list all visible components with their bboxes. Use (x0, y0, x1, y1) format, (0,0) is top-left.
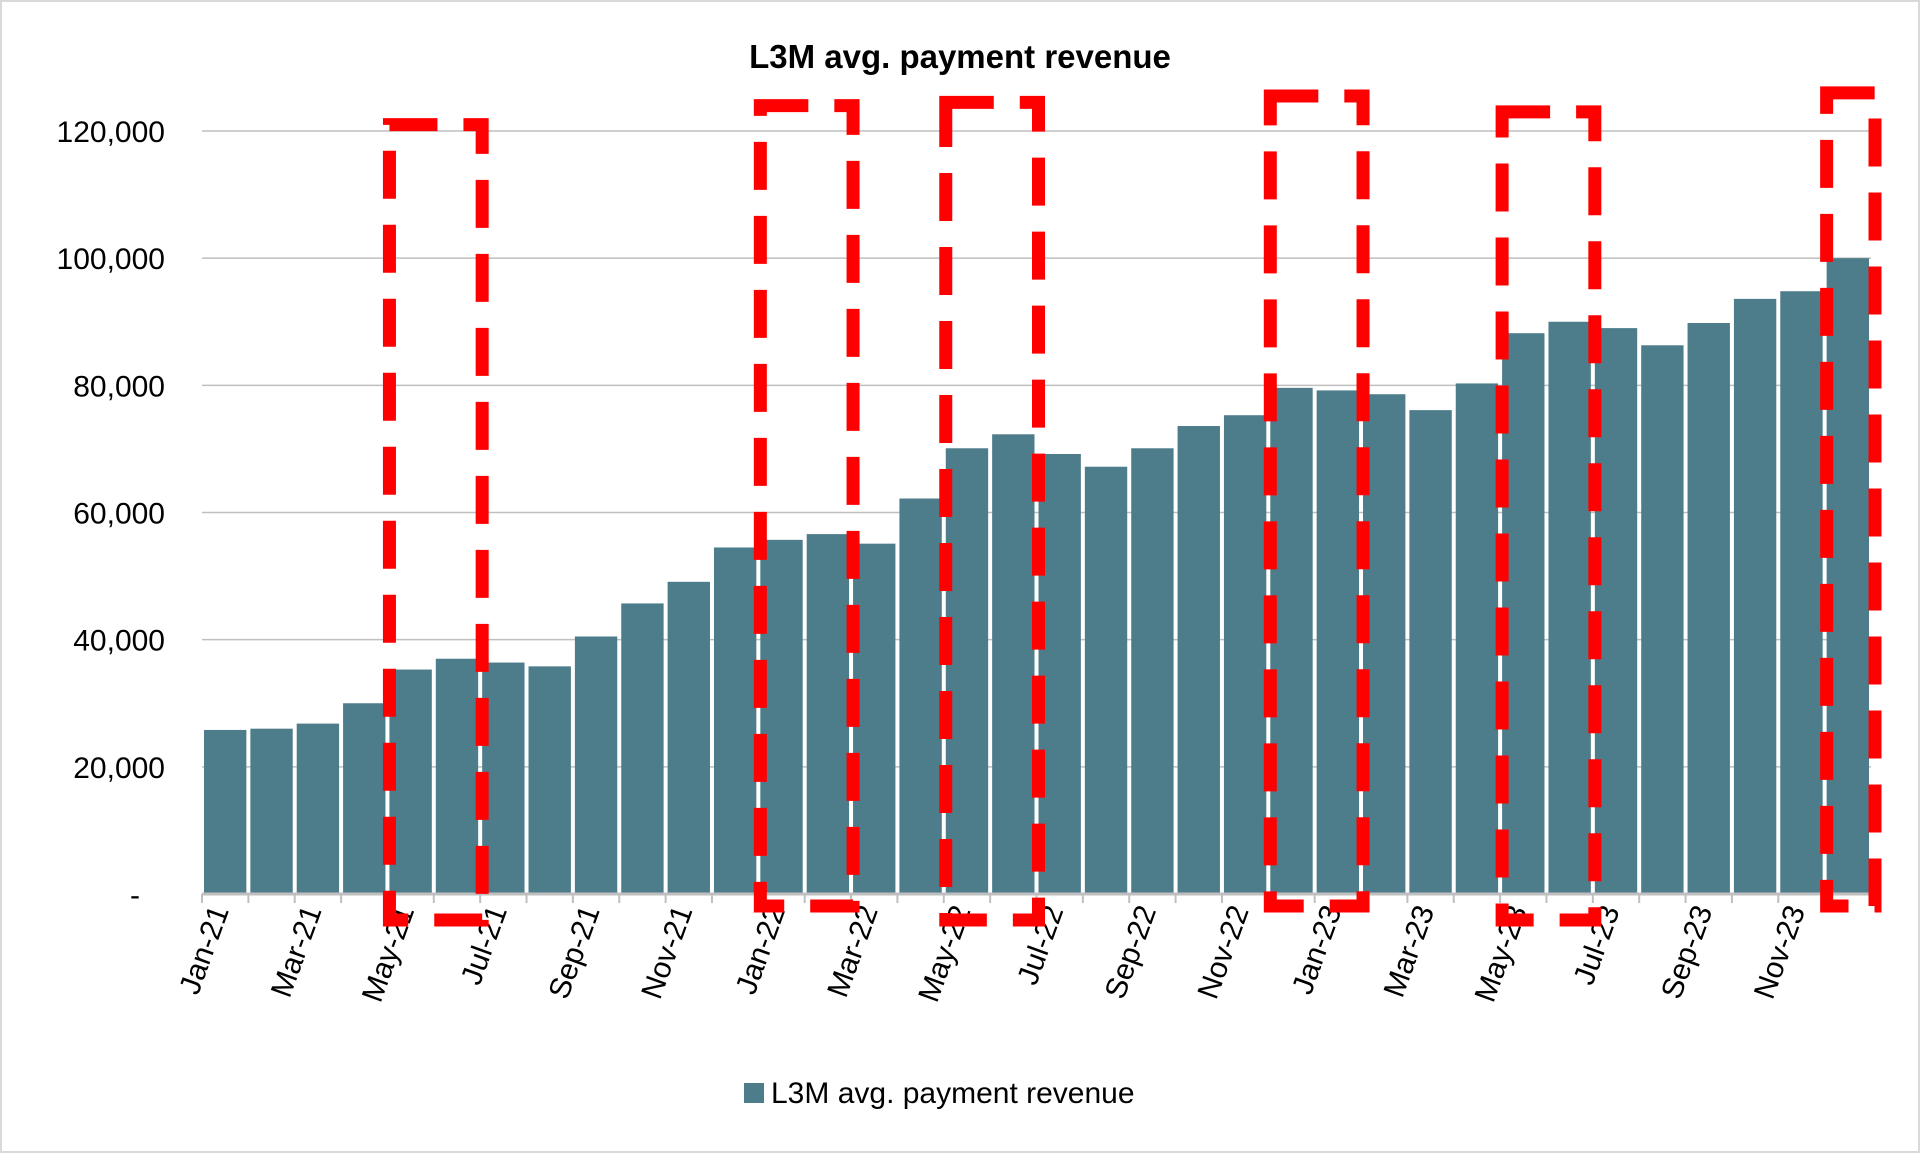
x-tick-label: Nov-21 (635, 901, 699, 1003)
bar-Nov-21 (667, 581, 710, 894)
bar-Feb-23 (1363, 394, 1406, 894)
legend-swatch (744, 1083, 764, 1103)
bar-Dec-22 (1270, 387, 1313, 894)
bar-Aug-23 (1641, 345, 1684, 894)
bar-Apr-22 (899, 498, 942, 894)
bar-Oct-21 (621, 603, 664, 894)
x-tick-label: Nov-22 (1192, 901, 1256, 1003)
x-tick-label: Mar-22 (821, 901, 885, 1002)
bar-Nov-23 (1780, 291, 1823, 895)
x-tick-label: Jan-22 (730, 901, 792, 998)
x-tick-label: Mar-21 (265, 901, 329, 1002)
bar-May-21 (389, 669, 432, 894)
bar-Apr-23 (1455, 383, 1499, 894)
legend: L3M avg. payment revenue (744, 1077, 1135, 1110)
x-tick-label: Sep-21 (543, 901, 607, 1003)
bar-Jul-23 (1594, 328, 1638, 894)
bar-May-23 (1502, 333, 1545, 894)
bar-Jan-23 (1316, 390, 1360, 894)
bar-May-22 (945, 448, 989, 894)
bar-Jan-21 (204, 729, 247, 894)
bar-Feb-21 (250, 728, 293, 894)
highlight-box (382, 118, 489, 927)
bar-Mar-23 (1409, 410, 1452, 894)
bar-Mar-22 (853, 543, 896, 894)
x-tick-label: Sep-22 (1099, 901, 1163, 1003)
highlight-box (1263, 89, 1370, 913)
bar-Oct-22 (1177, 426, 1220, 894)
highlight-box (1820, 86, 1882, 913)
bar-Mar-21 (296, 723, 340, 894)
x-tick-label: Jan-21 (173, 901, 235, 998)
bar-Dec-23 (1826, 258, 1869, 895)
highlight-box (753, 99, 860, 913)
legend-label: L3M avg. payment revenue (771, 1077, 1135, 1110)
bar-Aug-22 (1084, 466, 1128, 894)
y-tick-label: 100,000 (57, 243, 165, 276)
bar-Jul-21 (482, 662, 525, 894)
bar-Jan-22 (760, 539, 803, 894)
chart-title: L3M avg. payment revenue (749, 38, 1171, 75)
bar-Aug-21 (528, 666, 571, 894)
x-tick-label: Sep-23 (1655, 901, 1719, 1003)
x-tick-label: Nov-23 (1748, 901, 1812, 1003)
bar-Sep-23 (1687, 323, 1730, 894)
bar-Apr-21 (343, 703, 386, 894)
bar-Oct-23 (1733, 298, 1777, 894)
bar-Dec-21 (713, 547, 757, 894)
highlight-box (939, 95, 1045, 927)
y-tick-label: - (130, 879, 140, 912)
y-tick-label: 60,000 (73, 498, 165, 531)
bar-Jul-22 (1038, 454, 1081, 894)
x-tick-label: Jan-23 (1286, 901, 1348, 998)
bar-Jun-22 (992, 434, 1035, 894)
bar-Sep-22 (1131, 448, 1174, 894)
y-tick-label: 80,000 (73, 370, 165, 403)
bar-Jun-21 (435, 658, 479, 894)
bar-Jun-23 (1548, 321, 1591, 894)
y-tick-label: 20,000 (73, 752, 165, 785)
y-tick-label: 40,000 (73, 625, 165, 658)
y-tick-label: 120,000 (57, 116, 165, 149)
bar-Feb-22 (806, 534, 850, 894)
x-tick-label: Mar-23 (1378, 901, 1442, 1002)
highlight-box (1495, 105, 1602, 927)
bar-Sep-21 (574, 636, 618, 894)
bar-Nov-22 (1223, 415, 1267, 894)
